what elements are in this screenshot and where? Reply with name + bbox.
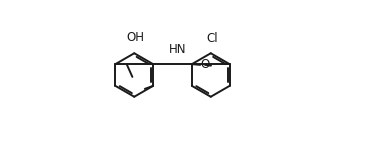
Text: O: O	[201, 58, 210, 71]
Text: HN: HN	[169, 43, 187, 56]
Text: Cl: Cl	[206, 32, 218, 45]
Text: OH: OH	[127, 31, 145, 44]
